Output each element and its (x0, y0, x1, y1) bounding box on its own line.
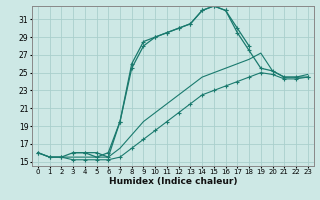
X-axis label: Humidex (Indice chaleur): Humidex (Indice chaleur) (108, 177, 237, 186)
